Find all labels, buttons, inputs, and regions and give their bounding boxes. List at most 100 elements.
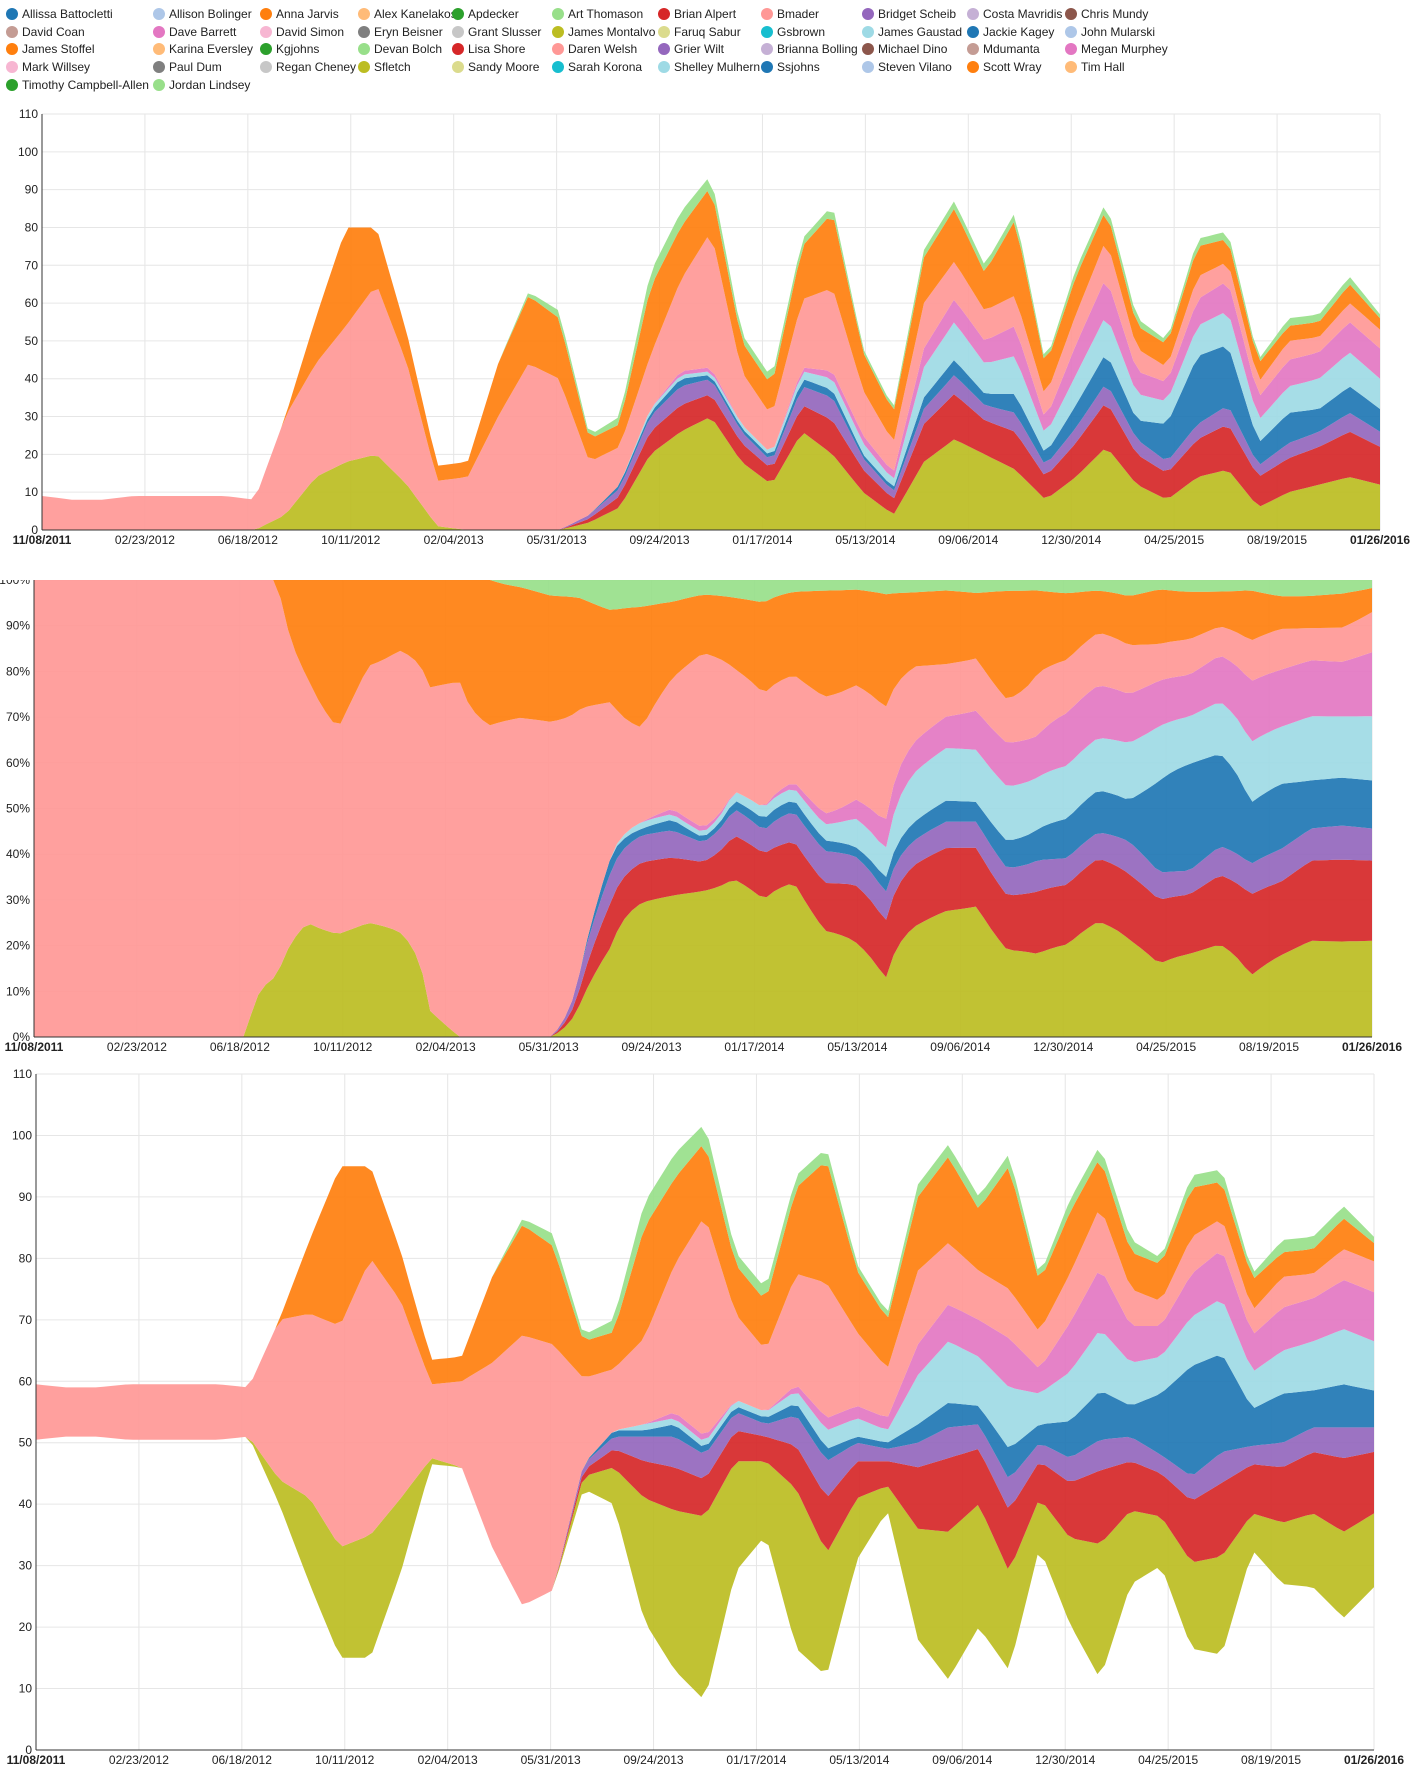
legend-item[interactable]: Scott Wray bbox=[967, 57, 1041, 77]
y-tick-label: 110 bbox=[13, 1067, 32, 1081]
y-tick-label: 50% bbox=[6, 802, 30, 816]
legend-item[interactable]: Steven Vilano bbox=[862, 57, 952, 77]
area-series-lisa-shore[interactable] bbox=[42, 394, 1380, 530]
legend-label: Michael Dino bbox=[878, 42, 948, 57]
area-series-jordan-lindsey[interactable] bbox=[34, 580, 1372, 610]
legend-swatch-icon bbox=[552, 43, 564, 56]
legend-item[interactable]: Paul Dum bbox=[153, 57, 222, 77]
legend-item[interactable]: Ssjohns bbox=[761, 57, 820, 77]
legend-item[interactable]: Grier Wilt bbox=[658, 39, 724, 59]
area-series-grier-wilt[interactable] bbox=[34, 810, 1372, 1037]
legend-item[interactable]: Allison Bolinger bbox=[153, 4, 252, 24]
legend-item[interactable]: Dave Barrett bbox=[153, 22, 236, 42]
area-series-scott-wray[interactable] bbox=[34, 580, 1372, 727]
x-tick-label: 09/06/2014 bbox=[938, 533, 998, 547]
area-series-scott-wray[interactable] bbox=[42, 191, 1380, 500]
legend-swatch-icon bbox=[658, 61, 670, 74]
area-series-sfletch[interactable] bbox=[34, 880, 1372, 1037]
legend-item[interactable]: Mark Willsey bbox=[6, 57, 90, 77]
legend-item[interactable]: James Montalvo bbox=[552, 22, 655, 42]
legend-swatch-icon bbox=[1065, 25, 1077, 38]
area-series-sfletch[interactable] bbox=[42, 418, 1380, 530]
legend-item[interactable]: Bridget Scheib bbox=[862, 4, 956, 24]
y-tick-label: 50 bbox=[25, 334, 39, 348]
legend-item[interactable]: Costa Mavridis bbox=[967, 4, 1062, 24]
x-tick-label: 02/04/2013 bbox=[418, 1753, 478, 1767]
legend-swatch-icon bbox=[260, 43, 272, 56]
legend-item[interactable]: Gsbrown bbox=[761, 22, 825, 42]
y-tick-label: 90 bbox=[19, 1190, 33, 1204]
legend-item[interactable]: Faruq Sabur bbox=[658, 22, 741, 42]
legend-label: John Mularski bbox=[1081, 24, 1156, 39]
x-tick-label: 11/08/2011 bbox=[13, 533, 72, 547]
legend-item[interactable]: Eryn Beisner bbox=[358, 22, 443, 42]
legend-swatch-icon bbox=[761, 8, 773, 20]
x-tick-label: 02/23/2012 bbox=[107, 1040, 167, 1054]
area-series-daren-welsh[interactable] bbox=[36, 1212, 1374, 1605]
legend-label: Mdumanta bbox=[983, 42, 1040, 57]
legend-item[interactable]: Devan Bolch bbox=[358, 39, 442, 59]
legend-item[interactable]: Bmader bbox=[761, 4, 819, 24]
legend-label: Devan Bolch bbox=[374, 42, 443, 57]
legend-item[interactable]: Michael Dino bbox=[862, 39, 947, 59]
legend-item[interactable]: Tim Hall bbox=[1065, 57, 1125, 77]
area-series-sfletch[interactable] bbox=[36, 1436, 1374, 1698]
legend-item[interactable]: John Mularski bbox=[1065, 22, 1155, 42]
legend-swatch-icon bbox=[358, 43, 370, 56]
legend-item[interactable]: Megan Murphey bbox=[1065, 39, 1168, 59]
y-tick-label: 10 bbox=[19, 1682, 33, 1696]
legend-item[interactable]: Mdumanta bbox=[967, 39, 1040, 59]
streamgraph-chart: 0 10 20 30 40 50 60 70 80 90 100 110 11/08/2011 02/23… bbox=[0, 1062, 1416, 1770]
legend-item[interactable]: James Gaustad bbox=[862, 22, 962, 42]
legend-swatch-icon bbox=[153, 25, 165, 38]
area-series-lisa-shore[interactable] bbox=[34, 836, 1372, 1038]
area-series-daren-welsh[interactable] bbox=[34, 580, 1372, 1037]
legend-item[interactable]: Karina Eversley bbox=[153, 39, 253, 59]
legend-label: Sandy Moore bbox=[468, 60, 540, 75]
area-series-lisa-shore[interactable] bbox=[36, 1431, 1374, 1605]
legend-label: Allison Bolinger bbox=[169, 7, 252, 21]
legend-label: James Montalvo bbox=[568, 24, 656, 39]
legend-item[interactable]: Kgjohns bbox=[260, 39, 319, 59]
legend-item[interactable]: Brianna Bolling bbox=[761, 39, 858, 59]
legend-item[interactable]: James Stoffel bbox=[6, 39, 94, 59]
y-tick-label: 40 bbox=[25, 372, 39, 386]
legend-item[interactable]: Sfletch bbox=[358, 57, 411, 77]
legend-item[interactable]: Lisa Shore bbox=[452, 39, 525, 59]
legend-item[interactable]: Art Thomason bbox=[552, 4, 643, 24]
expanded-area-chart: 0% 10% 20% 30% 40% 50% 60% 70% 80% 90% 100% 11/08/2… bbox=[0, 580, 1416, 1058]
area-series-jackie-kagey[interactable] bbox=[34, 755, 1372, 1037]
legend-item[interactable]: David Simon bbox=[260, 22, 344, 42]
legend-swatch-icon bbox=[452, 61, 464, 74]
area-series-grier-wilt[interactable] bbox=[36, 1413, 1374, 1605]
x-tick-label: 02/04/2013 bbox=[416, 1040, 476, 1054]
legend-item[interactable]: Chris Mundy bbox=[1065, 4, 1148, 24]
legend-item[interactable]: David Coan bbox=[6, 22, 85, 42]
legend-item[interactable]: Apdecker bbox=[452, 4, 519, 24]
x-tick-label: 10/11/2012 bbox=[321, 533, 380, 547]
x-tick-label: 10/11/2012 bbox=[315, 1753, 374, 1767]
area-series-scott-wray[interactable] bbox=[36, 1146, 1374, 1388]
legend-swatch-icon bbox=[658, 8, 670, 20]
legend-label: Jordan Lindsey bbox=[169, 77, 251, 92]
legend-item[interactable]: Brian Alpert bbox=[658, 4, 736, 24]
legend-item[interactable]: Jordan Lindsey bbox=[153, 75, 250, 95]
legend-swatch-icon bbox=[452, 8, 464, 20]
legend-swatch-icon bbox=[260, 25, 272, 38]
legend-item[interactable]: Anna Jarvis bbox=[260, 4, 339, 24]
legend-item[interactable]: Jackie Kagey bbox=[967, 22, 1054, 42]
legend-item[interactable]: Regan Cheney bbox=[260, 57, 356, 77]
legend-item[interactable]: Alex Kanelakos bbox=[358, 4, 457, 24]
area-series-megan-murphey[interactable] bbox=[34, 652, 1372, 1037]
legend-item[interactable]: Daren Welsh bbox=[552, 39, 637, 59]
area-series-shelley-mulhern[interactable] bbox=[34, 703, 1372, 1038]
x-tick-label: 02/23/2012 bbox=[109, 1753, 169, 1767]
legend-item[interactable]: Sandy Moore bbox=[452, 57, 539, 77]
legend-item[interactable]: Allissa Battocletti bbox=[6, 4, 113, 24]
x-tick-label: 12/30/2014 bbox=[1035, 1753, 1095, 1767]
legend-item[interactable]: Shelley Mulhern bbox=[658, 57, 760, 77]
legend-item[interactable]: Sarah Korona bbox=[552, 57, 642, 77]
legend-item[interactable]: Grant Slusser bbox=[452, 22, 541, 42]
legend-item[interactable]: Timothy Campbell-Allen bbox=[6, 75, 149, 95]
area-series-daren-welsh[interactable] bbox=[42, 237, 1380, 531]
